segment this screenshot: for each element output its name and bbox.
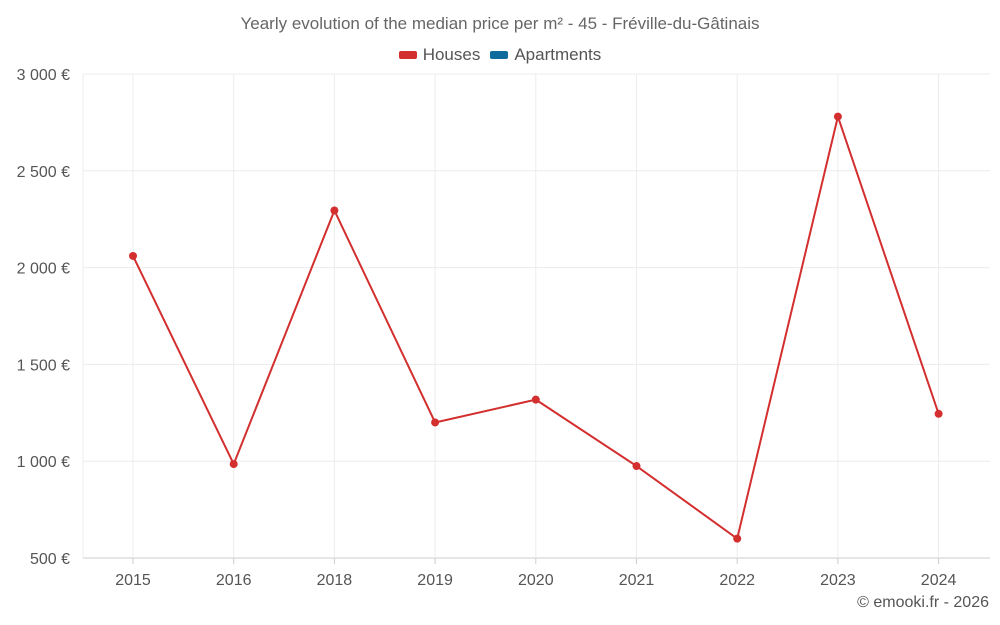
x-tick-label: 2015 <box>115 572 151 589</box>
x-tick-label: 2023 <box>820 572 856 589</box>
y-tick-label: 1 000 € <box>17 454 70 471</box>
x-tick-label: 2018 <box>317 572 353 589</box>
x-tick-label: 2024 <box>921 572 957 589</box>
data-point-houses <box>330 206 339 215</box>
y-tick-label: 2 500 € <box>17 164 70 181</box>
data-point-houses <box>934 409 943 418</box>
data-point-houses <box>733 534 742 543</box>
data-point-houses <box>632 462 641 471</box>
y-tick-label: 3 000 € <box>17 67 70 84</box>
data-point-houses <box>129 251 137 260</box>
y-tick-label: 500 € <box>30 551 70 568</box>
data-point-houses <box>431 418 440 427</box>
data-point-houses <box>833 112 842 121</box>
x-tick-label: 2019 <box>417 572 453 589</box>
legend-label-houses: Houses <box>422 45 481 64</box>
data-point-houses <box>531 395 540 404</box>
chart-legend: Houses Apartments <box>0 45 1000 65</box>
credit-text: © emooki.fr - 2026 <box>857 594 989 611</box>
y-tick-label: 1 500 € <box>17 357 70 374</box>
y-tick-label: 2 000 € <box>17 261 70 278</box>
data-point-houses <box>229 460 238 469</box>
chart-title: Yearly evolution of the median price per… <box>240 14 760 33</box>
x-tick-label: 2021 <box>619 572 655 589</box>
x-tick-label: 2016 <box>216 572 252 589</box>
x-tick-label: 2022 <box>719 572 755 589</box>
legend-swatch-houses <box>398 51 417 59</box>
legend-item-houses[interactable]: Houses <box>398 45 481 65</box>
x-tick-label: 2020 <box>518 572 554 589</box>
legend-label-apartments: Apartments <box>514 45 602 64</box>
legend-swatch-apartments <box>490 51 509 59</box>
legend-item-apartments[interactable]: Apartments <box>490 45 601 65</box>
